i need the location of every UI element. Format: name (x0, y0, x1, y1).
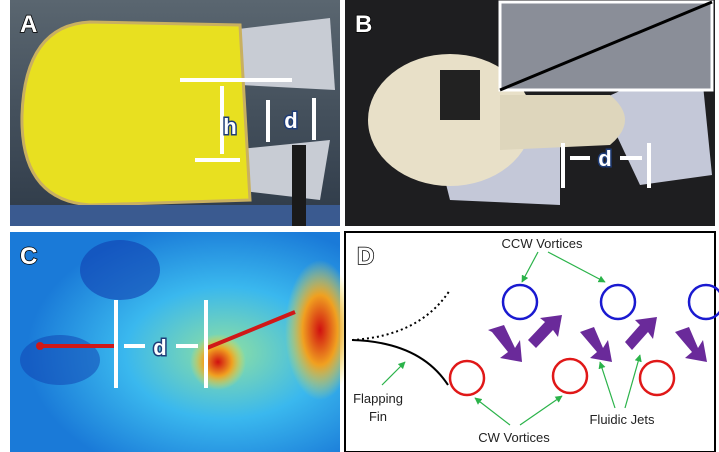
annotation: d (153, 335, 166, 360)
panel-d: CCW Vortices Flapping Fin CW Vortices Fl… (345, 232, 719, 452)
post (292, 145, 306, 226)
label: Flapping (353, 391, 403, 406)
fish-body (22, 22, 250, 205)
annotation: d (598, 146, 611, 171)
panel-label: A (20, 11, 37, 38)
label: CCW Vortices (502, 236, 583, 251)
fish-body (500, 95, 625, 150)
panel-label: B (355, 11, 372, 38)
figure: h d A d B d C (0, 0, 719, 452)
panel-a: h d A (10, 0, 340, 226)
panel-label: D (357, 243, 374, 270)
label: CW Vortices (478, 430, 550, 445)
label: Fluidic Jets (589, 412, 655, 427)
vortex (80, 240, 160, 300)
panel-label: C (20, 243, 37, 270)
vortex (20, 335, 100, 385)
floor (10, 205, 340, 226)
label: Fin (369, 409, 387, 424)
panel-b: d B (345, 0, 715, 226)
panel-c: d C (10, 232, 355, 452)
annotation: h (223, 114, 236, 139)
annotation: d (284, 108, 297, 133)
mount (440, 70, 480, 120)
fin-base (36, 342, 44, 350)
